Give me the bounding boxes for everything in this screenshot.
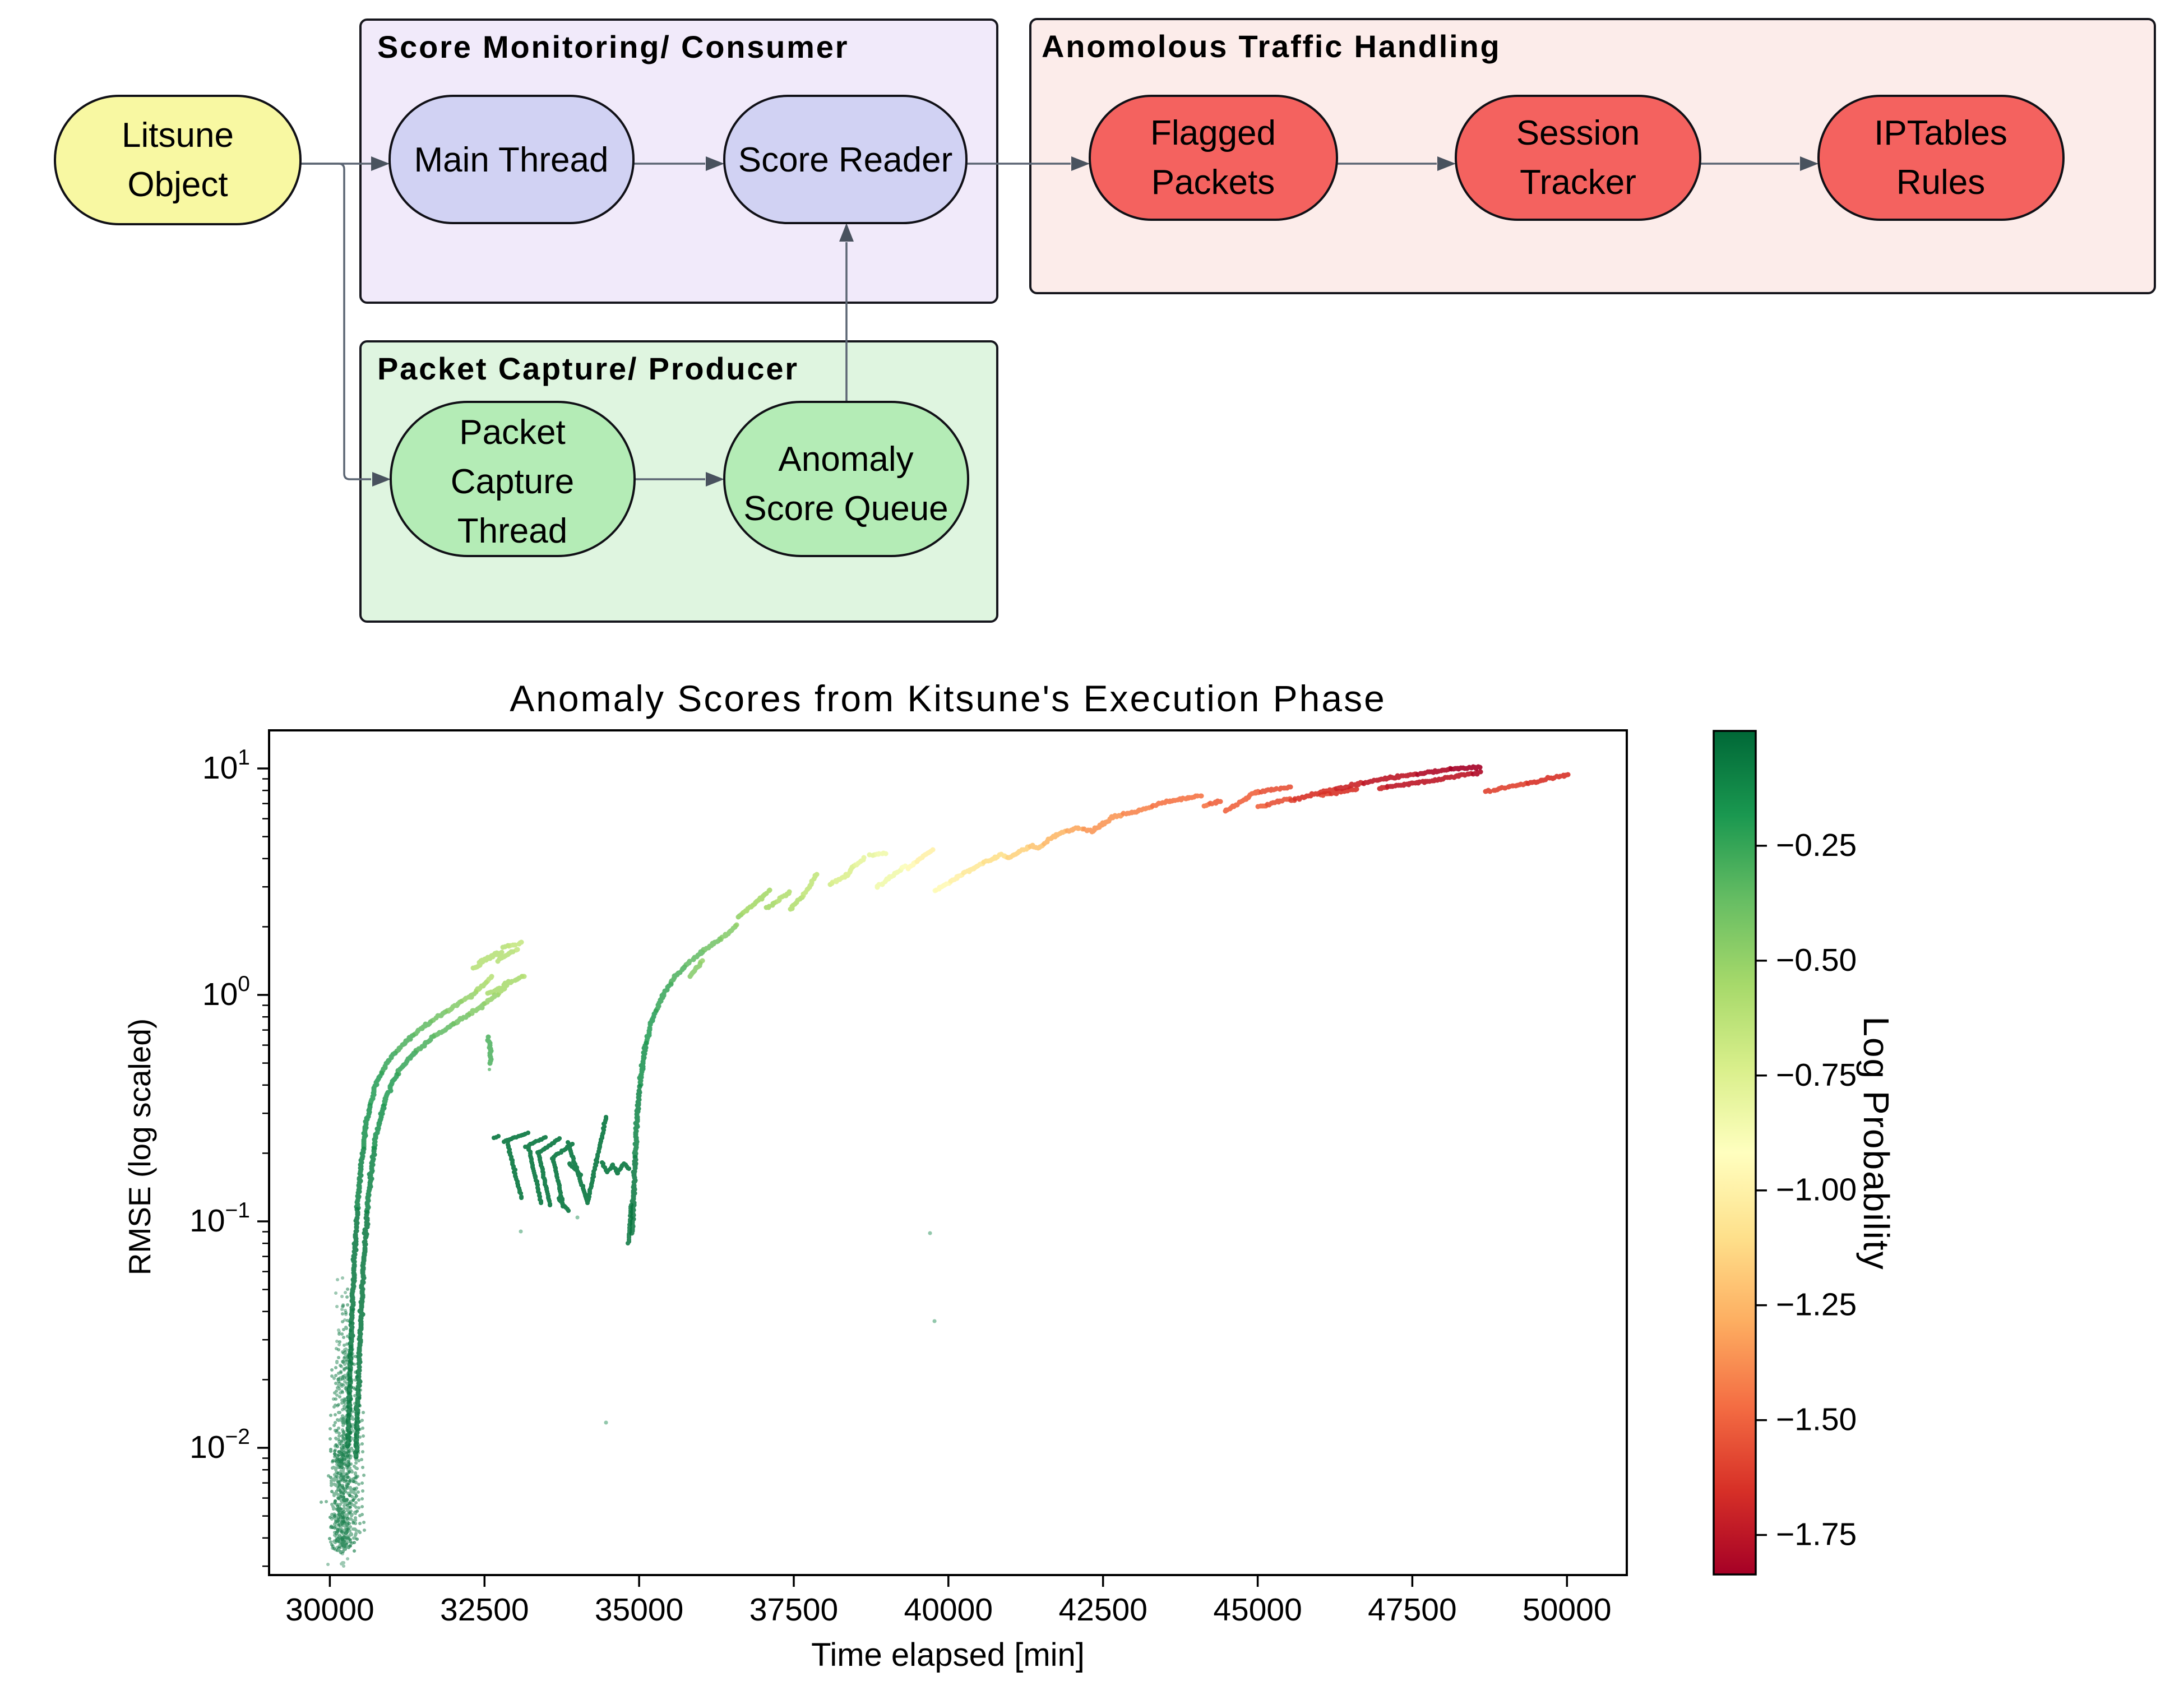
- svg-text:−1.25: −1.25: [1776, 1287, 1857, 1323]
- svg-text:Thread: Thread: [457, 512, 567, 550]
- svg-text:−0.50: −0.50: [1776, 942, 1857, 978]
- svg-text:30000: 30000: [285, 1592, 374, 1628]
- svg-text:Time elapsed [min]: Time elapsed [min]: [811, 1637, 1085, 1673]
- svg-text:−1.75: −1.75: [1776, 1517, 1857, 1553]
- svg-text:Anomaly: Anomaly: [778, 440, 913, 479]
- svg-text:Anomaly Scores from Kitsune's: Anomaly Scores from Kitsune's Execution …: [510, 678, 1386, 719]
- svg-text:Score Reader: Score Reader: [738, 141, 953, 179]
- svg-text:Anomolous Traffic Handling: Anomolous Traffic Handling: [1042, 29, 1501, 64]
- svg-text:−1.50: −1.50: [1776, 1402, 1857, 1438]
- svg-text:Flagged: Flagged: [1150, 114, 1276, 152]
- svg-text:Session: Session: [1516, 114, 1640, 152]
- svg-text:Capture: Capture: [451, 462, 575, 501]
- svg-text:47500: 47500: [1368, 1592, 1457, 1628]
- svg-text:−1.00: −1.00: [1776, 1172, 1857, 1208]
- svg-text:Rules: Rules: [1896, 163, 1986, 202]
- svg-text:Main Thread: Main Thread: [414, 141, 609, 179]
- svg-text:Object: Object: [127, 165, 228, 204]
- svg-text:45000: 45000: [1213, 1592, 1302, 1628]
- svg-text:40000: 40000: [904, 1592, 993, 1628]
- svg-text:Score Queue: Score Queue: [743, 489, 948, 528]
- svg-text:−0.75: −0.75: [1776, 1057, 1857, 1093]
- svg-text:35000: 35000: [595, 1592, 684, 1628]
- svg-text:Score Monitoring/ Consumer: Score Monitoring/ Consumer: [377, 29, 849, 64]
- svg-text:RMSE (log scaled): RMSE (log scaled): [122, 1018, 157, 1275]
- svg-text:50000: 50000: [1523, 1592, 1612, 1628]
- svg-text:−0.25: −0.25: [1776, 827, 1857, 863]
- svg-text:32500: 32500: [440, 1592, 529, 1628]
- svg-text:Packets: Packets: [1151, 163, 1275, 202]
- svg-text:42500: 42500: [1058, 1592, 1147, 1628]
- svg-text:Packet: Packet: [459, 413, 566, 452]
- svg-text:Log Probability: Log Probability: [1856, 1016, 1896, 1270]
- svg-text:Litsune: Litsune: [122, 116, 234, 155]
- svg-text:Tracker: Tracker: [1520, 163, 1636, 202]
- svg-text:IPTables: IPTables: [1874, 114, 2007, 152]
- svg-text:Packet Capture/ Producer: Packet Capture/ Producer: [377, 351, 799, 386]
- svg-text:37500: 37500: [749, 1592, 839, 1628]
